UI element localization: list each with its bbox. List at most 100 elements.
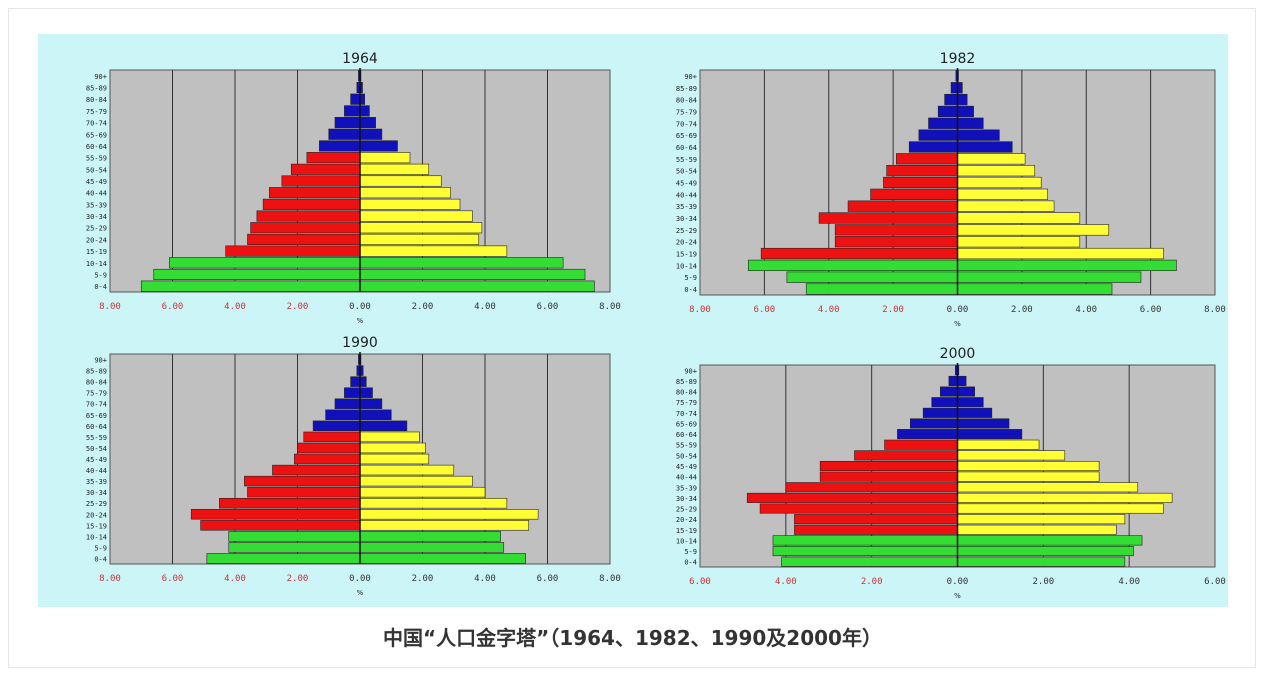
x-tick-label: 6.00	[1140, 305, 1162, 315]
bar-left-5-9	[153, 268, 361, 281]
x-tick-label: 2.00	[287, 302, 309, 312]
age-label: 25-29	[86, 500, 107, 508]
bar-right-35-39	[359, 475, 473, 487]
bar-left-45-49	[294, 453, 361, 465]
age-label: 20-24	[86, 236, 107, 244]
x-tick-label: 0.00	[349, 302, 371, 312]
age-label: 0-4	[684, 559, 697, 567]
age-label: 55-59	[86, 434, 107, 442]
age-label: 60-64	[86, 143, 107, 151]
age-label: 85-89	[86, 85, 107, 93]
bar-left-40-44	[269, 187, 361, 199]
bar-left-70-74	[334, 117, 361, 129]
bar-right-25-29	[957, 503, 1164, 514]
bar-left-5-9	[772, 546, 958, 557]
bar-left-35-39	[244, 475, 361, 487]
x-tick-label: 2.00	[412, 574, 434, 584]
age-label: 10-14	[676, 537, 697, 545]
age-label: 85-89	[676, 85, 697, 93]
bar-left-30-34	[247, 486, 361, 498]
bar-right-45-49	[359, 175, 442, 187]
bar-right-30-34	[359, 486, 486, 498]
bar-left-5-9	[786, 271, 958, 283]
bar-right-10-14	[957, 535, 1143, 546]
bar-right-50-54	[359, 442, 426, 454]
bar-left-75-79	[931, 397, 958, 408]
age-label: 25-29	[86, 225, 107, 233]
bar-right-45-49	[359, 453, 430, 465]
bar-right-55-59	[957, 439, 1040, 450]
x-tick-label: 2.00	[412, 302, 434, 312]
bar-left-35-39	[847, 200, 958, 212]
bar-right-75-79	[359, 105, 370, 117]
bar-left-30-34	[818, 212, 958, 224]
age-label: 15-19	[676, 251, 697, 259]
age-label: 85-89	[86, 368, 107, 376]
x-tick-label: 0.00	[947, 305, 969, 315]
bar-left-20-24	[834, 236, 958, 248]
bar-left-0-4	[140, 280, 361, 292]
bar-right-50-54	[957, 165, 1036, 177]
bar-left-35-39	[262, 198, 361, 210]
bar-left-10-14	[747, 259, 958, 272]
age-label: 10-14	[86, 260, 107, 268]
bar-right-0-4	[359, 280, 595, 292]
x-tick-label: 4.00	[1118, 577, 1140, 587]
bar-right-5-9	[957, 271, 1142, 283]
bar-left-30-34	[256, 210, 361, 222]
bar-left-35-39	[785, 482, 958, 493]
bar-right-60-64	[957, 429, 1023, 440]
bar-right-75-79	[957, 397, 984, 408]
bar-right-55-59	[359, 431, 420, 443]
age-label: 0-4	[94, 555, 107, 563]
age-label: 35-39	[86, 478, 107, 486]
age-label: 75-79	[86, 108, 107, 116]
age-label: 45-49	[86, 178, 107, 186]
pyramid-chart-1982: 1982 0-4 5-9 10-14 15-19 20-24 25-29 30-34 35-39…	[676, 51, 1226, 328]
bar-left-60-64	[897, 429, 958, 440]
age-label: 30-34	[86, 213, 107, 221]
chart-title: 1982	[940, 51, 976, 67]
bar-right-85-89	[957, 375, 967, 386]
bar-right-70-74	[957, 407, 993, 418]
bar-left-60-64	[319, 140, 361, 152]
bar-left-50-54	[290, 163, 361, 175]
x-tick-label: 4.00	[818, 305, 840, 315]
x-tick-label: 2.00	[1011, 305, 1033, 315]
bar-left-25-29	[759, 503, 958, 514]
age-label: 75-79	[676, 108, 697, 116]
bar-right-0-4	[957, 283, 1113, 295]
bar-right-70-74	[957, 117, 984, 129]
bar-left-80-84	[350, 93, 361, 105]
bar-right-15-19	[957, 524, 1117, 535]
x-tick-label: 4.00	[775, 577, 797, 587]
figure-caption: 中国“人口金字塔”（1964、1982、1990及2000年）	[383, 626, 882, 650]
bar-left-45-49	[883, 176, 958, 189]
x-axis-label: %	[357, 317, 364, 325]
age-label: 20-24	[676, 516, 697, 524]
bar-right-80-84	[957, 93, 968, 106]
x-tick-label: 4.00	[1075, 305, 1097, 315]
bar-right-45-49	[957, 460, 1100, 472]
bar-left-80-84	[350, 376, 361, 387]
bar-left-65-69	[328, 128, 361, 140]
age-label: 45-49	[676, 463, 697, 471]
x-tick-label: 8.00	[99, 302, 121, 312]
age-label: 90+	[94, 73, 107, 81]
x-tick-label: 6.00	[162, 574, 184, 584]
bar-right-35-39	[957, 482, 1139, 493]
x-tick-label: 4.00	[474, 302, 496, 312]
age-label: 5-9	[684, 274, 697, 282]
bar-left-15-19	[794, 524, 958, 535]
age-label: 5-9	[94, 544, 107, 552]
age-label: 75-79	[676, 399, 697, 407]
chart-title: 1964	[342, 51, 378, 67]
age-label: 85-89	[676, 378, 697, 386]
bar-right-75-79	[957, 105, 974, 118]
bar-right-35-39	[957, 200, 1055, 212]
bar-right-40-44	[957, 188, 1048, 200]
pyramid-chart-1964: 1964 0-4 5-9 10-14 15-19 20-24 25-29 30-34 35-39…	[86, 51, 621, 325]
bar-right-5-9	[359, 268, 586, 281]
bar-right-5-9	[359, 542, 505, 553]
bar-right-20-24	[359, 509, 539, 520]
